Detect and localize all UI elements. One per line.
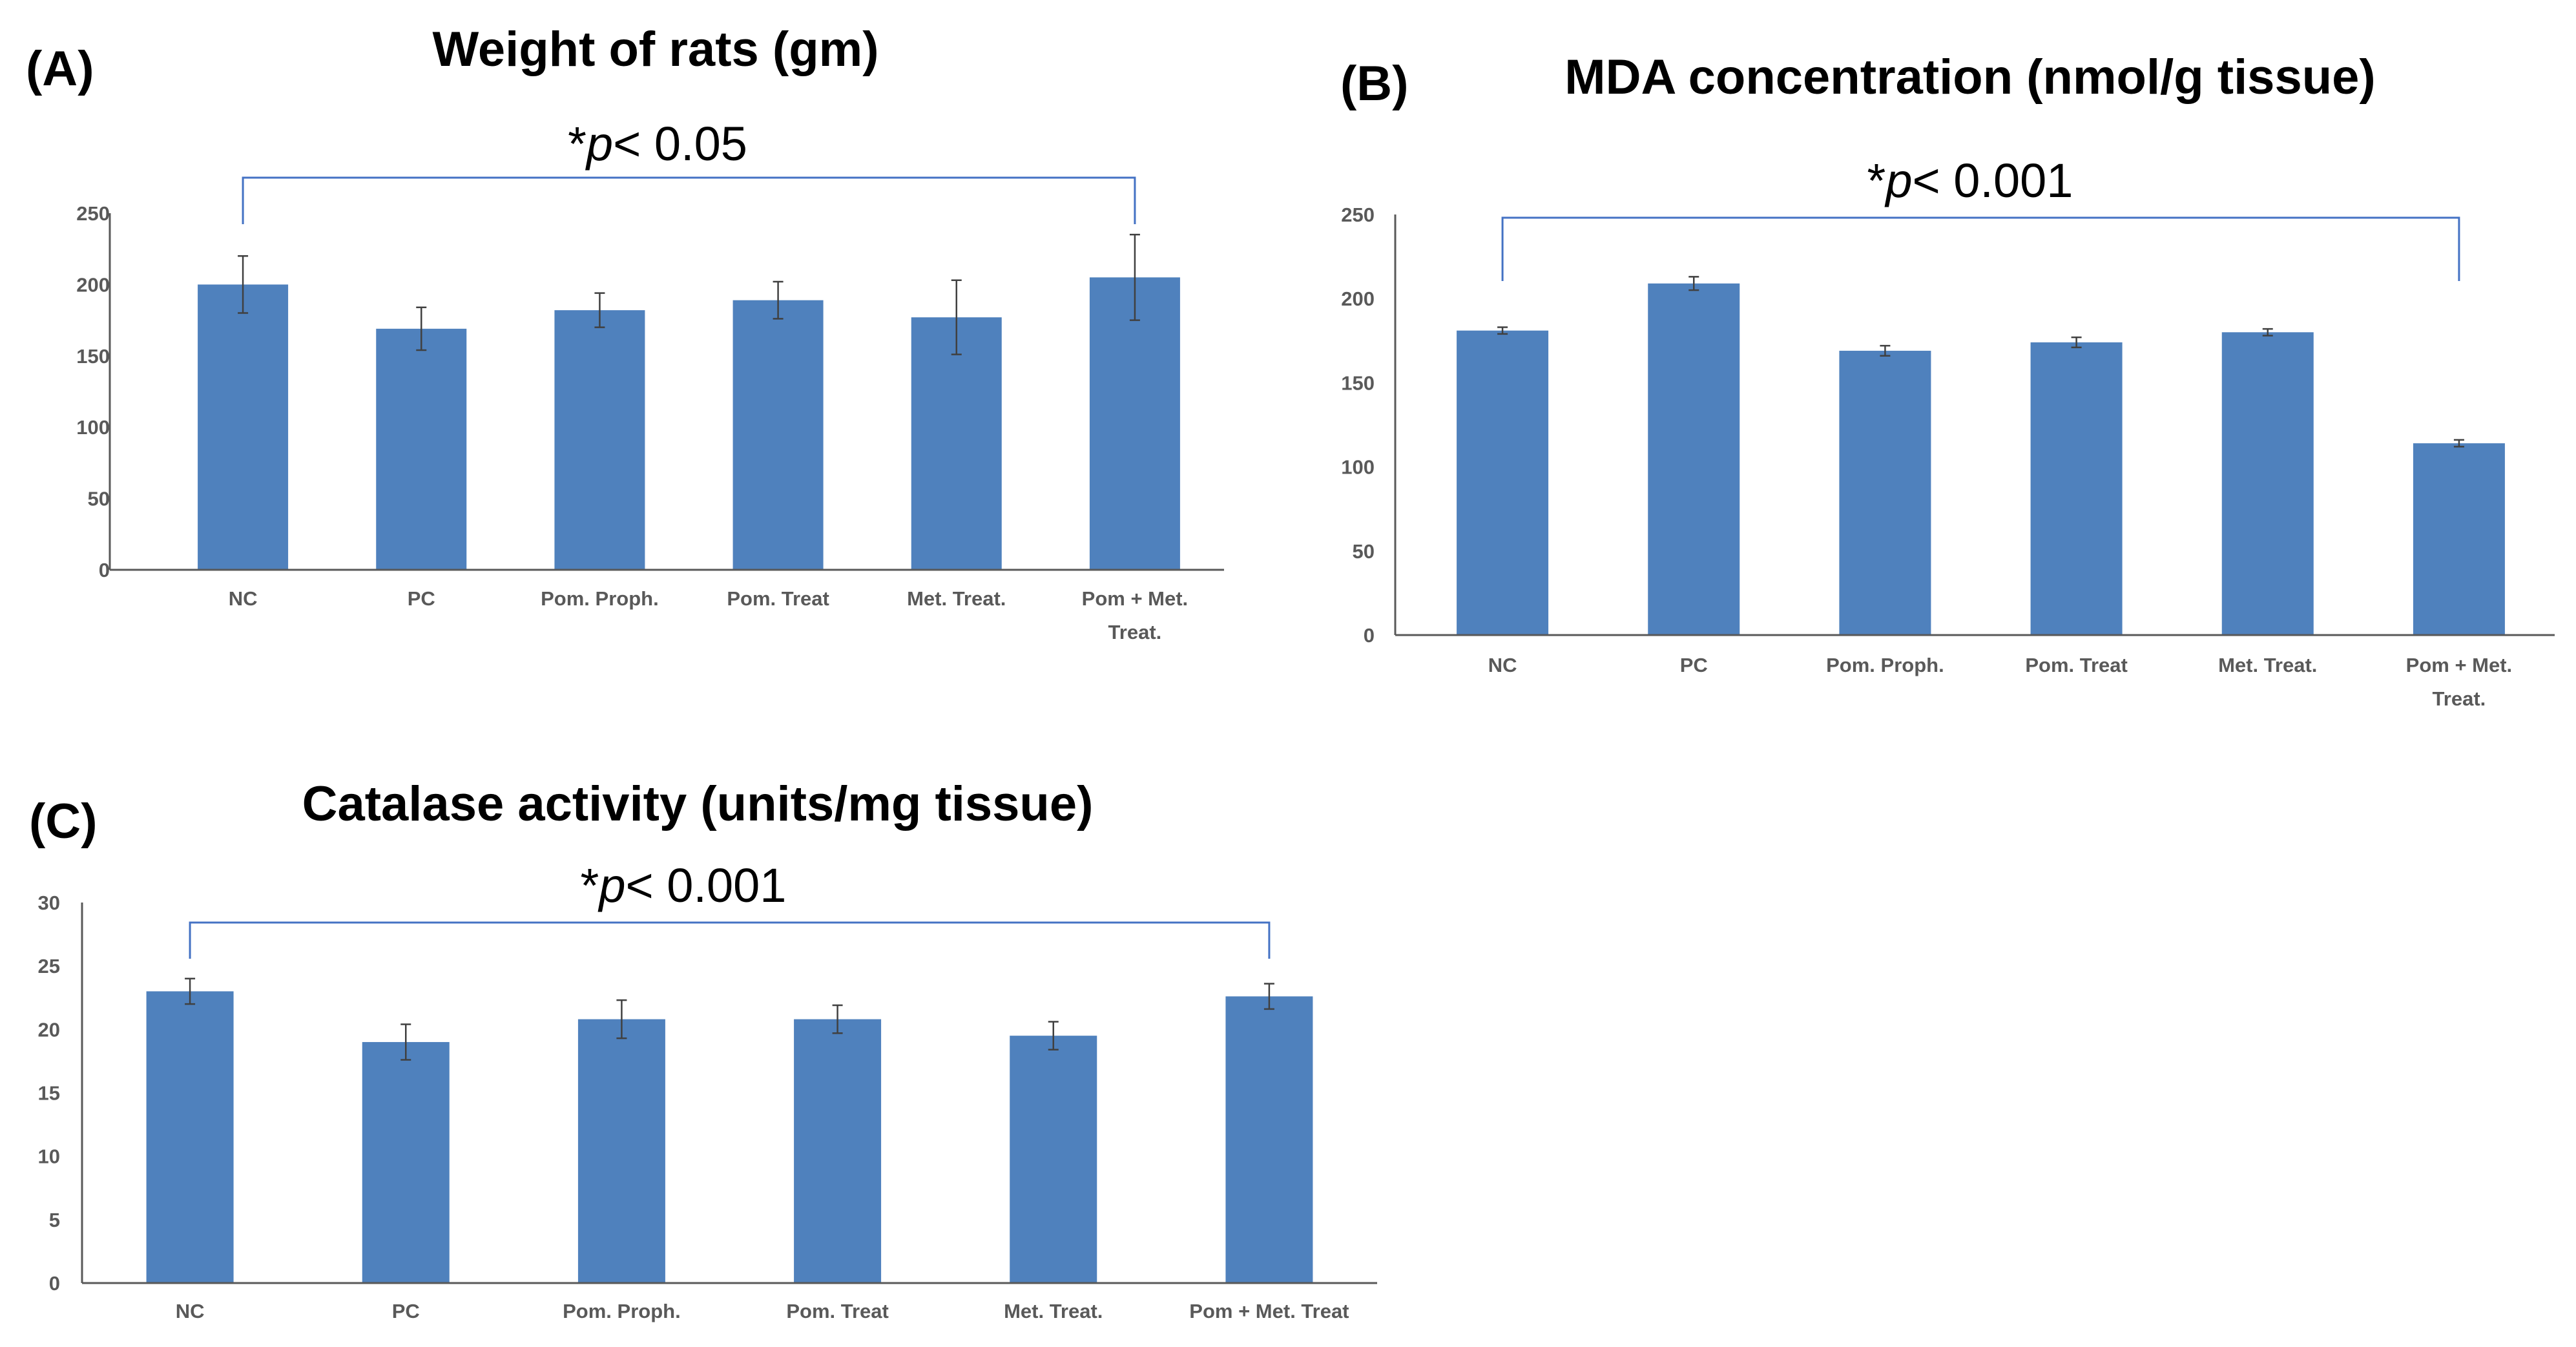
y-tick-label: 200: [1341, 287, 1375, 310]
y-tick-label: 50: [88, 488, 110, 510]
x-tick-label: Pom + Met. Treat: [1189, 1300, 1349, 1322]
y-tick-label: 150: [1341, 371, 1375, 394]
significance-label: *p< 0.05: [568, 117, 747, 171]
significance-label: *p< 0.001: [581, 859, 787, 912]
y-tick-label: 250: [76, 202, 110, 225]
y-tick-label: 250: [1341, 204, 1375, 226]
significance-value: < 0.05: [613, 117, 747, 171]
x-tick-label: Pom + Met.: [2406, 654, 2513, 676]
plot-area: 0 50 100 150 200 250 NC PC Pom. Proph. Pom. Treat…: [1341, 204, 2555, 710]
chart-panel-a: (A) Weight of rats (gm) *p< 0.05 0 50 100 1…: [26, 22, 1224, 643]
x-tick-label: Pom. Proph.: [563, 1300, 681, 1322]
chart-panel-b: (B) MDA concentration (nmol/g tissue) *p…: [1340, 50, 2555, 710]
bar: [1010, 1036, 1097, 1283]
x-tick-label: Treat.: [2433, 687, 2486, 710]
x-tick-label: Pom + Met.: [1082, 587, 1189, 610]
bar: [376, 328, 467, 570]
x-tick-label: Met. Treat.: [907, 587, 1006, 610]
significance-p: p: [1884, 154, 1912, 207]
y-tick-label: 0: [1364, 624, 1375, 647]
x-tick-label: NC: [1488, 654, 1517, 676]
bar: [2413, 443, 2505, 635]
x-tick-label: Pom. Proph.: [541, 587, 659, 610]
bar: [198, 284, 289, 570]
x-tick-label: Pom. Treat: [786, 1300, 889, 1322]
significance-star: *: [1867, 154, 1886, 207]
x-tick-label: Pom. Proph.: [1826, 654, 1944, 676]
significance-value: < 0.001: [1913, 154, 2073, 207]
y-tick-label: 100: [1341, 456, 1375, 479]
x-tick-label: PC: [1680, 654, 1708, 676]
significance-bracket: [242, 176, 1136, 224]
bar: [554, 310, 645, 570]
bar: [794, 1019, 882, 1283]
significance-value: < 0.001: [626, 859, 787, 912]
significance-label: *p< 0.001: [1867, 154, 2073, 207]
significance-bracket: [189, 921, 1271, 959]
chart-title: Catalase activity (units/mg tissue): [302, 777, 1094, 831]
significance-star: *: [581, 859, 599, 912]
bar: [1648, 283, 1740, 635]
significance-bracket: [1501, 216, 2460, 281]
bar: [362, 1041, 450, 1283]
y-tick-label: 0: [99, 559, 110, 581]
y-tick-label: 20: [38, 1018, 60, 1041]
bar: [732, 300, 824, 570]
y-tick-label: 15: [38, 1082, 60, 1105]
bar: [146, 991, 234, 1283]
x-tick-label: NC: [229, 587, 258, 610]
y-tick-label: 5: [49, 1209, 60, 1231]
panel-label: (B): [1340, 56, 1409, 111]
significance-p: p: [597, 859, 625, 912]
panel-label: (A): [26, 41, 94, 96]
x-tick-label: NC: [176, 1300, 205, 1322]
y-tick-label: 100: [76, 416, 110, 439]
y-tick-label: 150: [76, 345, 110, 368]
bar: [1089, 277, 1180, 570]
x-tick-label: Met. Treat.: [2218, 654, 2317, 676]
y-tick-label: 25: [38, 955, 60, 977]
y-tick-label: 0: [49, 1272, 60, 1295]
x-tick-label: Met. Treat.: [1004, 1300, 1103, 1322]
y-tick-label: 200: [76, 273, 110, 296]
x-tick-label: Pom. Treat: [727, 587, 829, 610]
bar: [2030, 342, 2123, 635]
x-tick-label: Treat.: [1108, 621, 1162, 643]
bar: [2221, 332, 2314, 635]
bar: [1457, 330, 1549, 635]
bar: [1839, 350, 1931, 635]
significance-p: p: [585, 117, 613, 171]
panel-label: (C): [29, 794, 98, 849]
bar: [577, 1019, 665, 1283]
x-tick-label: PC: [408, 587, 435, 610]
y-tick-label: 10: [38, 1145, 60, 1168]
x-tick-label: PC: [392, 1300, 420, 1322]
x-tick-label: Pom. Treat: [2025, 654, 2128, 676]
chart-title: MDA concentration (nmol/g tissue): [1564, 50, 2375, 105]
y-tick-label: 50: [1353, 540, 1375, 563]
chart-panel-c: (C) Catalase activity (units/mg tissue) …: [29, 777, 1377, 1322]
significance-star: *: [568, 117, 587, 171]
plot-area: 0 5 10 15 20 25 30 NC PC Pom. Proph. Pom. Treat Met…: [38, 892, 1377, 1322]
chart-title: Weight of rats (gm): [432, 22, 878, 77]
plot-area: 0 50 100 150 200 250 NC PC Pom. Proph. Pom. Treat…: [76, 176, 1224, 643]
bar: [1225, 996, 1313, 1283]
y-tick-label: 30: [38, 892, 60, 914]
bar: [911, 317, 1002, 570]
